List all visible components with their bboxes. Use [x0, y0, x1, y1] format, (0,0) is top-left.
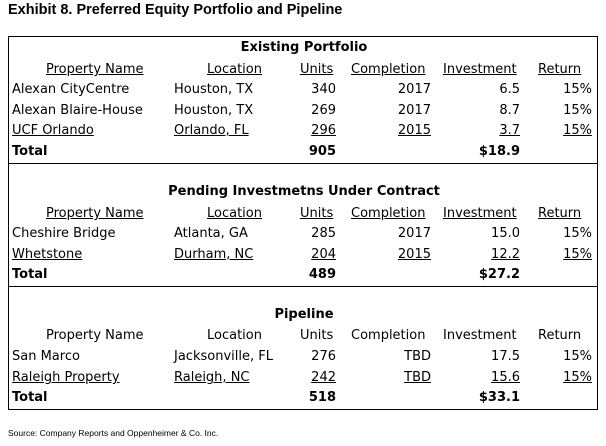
- cell-property: Whetstone: [12, 247, 83, 262]
- cell-investment: 8.7: [499, 103, 520, 118]
- cell-investment: 15.0: [491, 226, 520, 241]
- cell-property: San Marco: [12, 349, 80, 364]
- exhibit-title: Exhibit 8. Preferred Equity Portfolio an…: [8, 2, 343, 18]
- cell-units: 204: [311, 247, 336, 262]
- cell-units: 340: [311, 82, 336, 97]
- col-header-property: Property Name: [46, 328, 144, 343]
- cell-location: Jacksonville, FL: [174, 349, 273, 364]
- cell-property: Alexan CityCentre: [12, 82, 130, 97]
- cell-location: Houston, TX: [174, 82, 254, 97]
- col-header-completion: Completion: [351, 328, 426, 343]
- col-header-completion: Completion: [351, 62, 426, 77]
- total-investment: $27.2: [478, 267, 520, 282]
- cell-return: 15%: [563, 123, 592, 138]
- cell-completion: 2017: [397, 82, 431, 97]
- col-header-location: Location: [207, 328, 262, 343]
- cell-return: 15%: [563, 82, 592, 97]
- col-header-property: Property Name: [46, 206, 144, 221]
- col-header-return: Return: [538, 328, 582, 343]
- cell-investment: 3.7: [499, 123, 520, 138]
- cell-location: Atlanta, GA: [174, 226, 248, 241]
- cell-investment: 17.5: [491, 349, 520, 364]
- cell-location: Durham, NC: [174, 247, 254, 262]
- source-note: Source: Company Reports and Oppenheimer …: [8, 428, 219, 438]
- cell-location: Orlando, FL: [174, 123, 249, 138]
- cell-return: 15%: [563, 247, 592, 262]
- cell-investment: 15.6: [491, 370, 520, 385]
- cell-completion: 2017: [397, 103, 431, 118]
- cell-property: Raleigh Property: [12, 370, 120, 385]
- col-header-property: Property Name: [46, 62, 144, 77]
- cell-investment: 12.2: [491, 247, 520, 262]
- col-header-location: Location: [207, 206, 262, 221]
- col-header-units: Units: [300, 328, 334, 343]
- total-investment: $33.1: [478, 390, 520, 405]
- cell-return: 15%: [563, 103, 592, 118]
- cell-return: 15%: [563, 226, 592, 241]
- cell-completion: TBD: [404, 370, 431, 385]
- cell-return: 15%: [563, 349, 592, 364]
- total-units: 489: [308, 267, 336, 282]
- section-title: Pipeline: [274, 307, 334, 322]
- cell-completion: 2015: [397, 247, 431, 262]
- section-title: Existing Portfolio: [240, 40, 368, 55]
- section-divider: [8, 286, 598, 287]
- portfolio-table-border: [8, 36, 598, 410]
- col-header-units: Units: [300, 62, 334, 77]
- cell-units: 285: [311, 226, 336, 241]
- cell-units: 296: [311, 123, 336, 138]
- cell-completion: TBD: [404, 349, 431, 364]
- cell-return: 15%: [563, 370, 592, 385]
- total-label: Total: [12, 144, 48, 159]
- cell-completion: 2015: [397, 123, 431, 138]
- total-units: 905: [308, 144, 336, 159]
- total-investment: $18.9: [478, 144, 520, 159]
- section-title: Pending Investmetns Under Contract: [168, 184, 440, 199]
- cell-location: Raleigh, NC: [174, 370, 250, 385]
- cell-completion: 2017: [397, 226, 431, 241]
- col-header-investment: Investment: [443, 62, 517, 77]
- section-divider: [8, 163, 598, 164]
- total-label: Total: [12, 267, 48, 282]
- cell-property: Cheshire Bridge: [12, 226, 116, 241]
- total-units: 518: [308, 390, 336, 405]
- cell-property: Alexan Blaire-House: [12, 103, 143, 118]
- col-header-units: Units: [300, 206, 334, 221]
- cell-investment: 6.5: [499, 82, 520, 97]
- col-header-completion: Completion: [351, 206, 426, 221]
- cell-units: 269: [311, 103, 336, 118]
- cell-location: Houston, TX: [174, 103, 254, 118]
- cell-property: UCF Orlando: [12, 123, 94, 138]
- col-header-investment: Investment: [443, 206, 517, 221]
- col-header-return: Return: [538, 206, 582, 221]
- col-header-location: Location: [207, 62, 262, 77]
- total-label: Total: [12, 390, 48, 405]
- col-header-return: Return: [538, 62, 582, 77]
- col-header-investment: Investment: [443, 328, 517, 343]
- cell-units: 276: [311, 349, 336, 364]
- cell-units: 242: [311, 370, 336, 385]
